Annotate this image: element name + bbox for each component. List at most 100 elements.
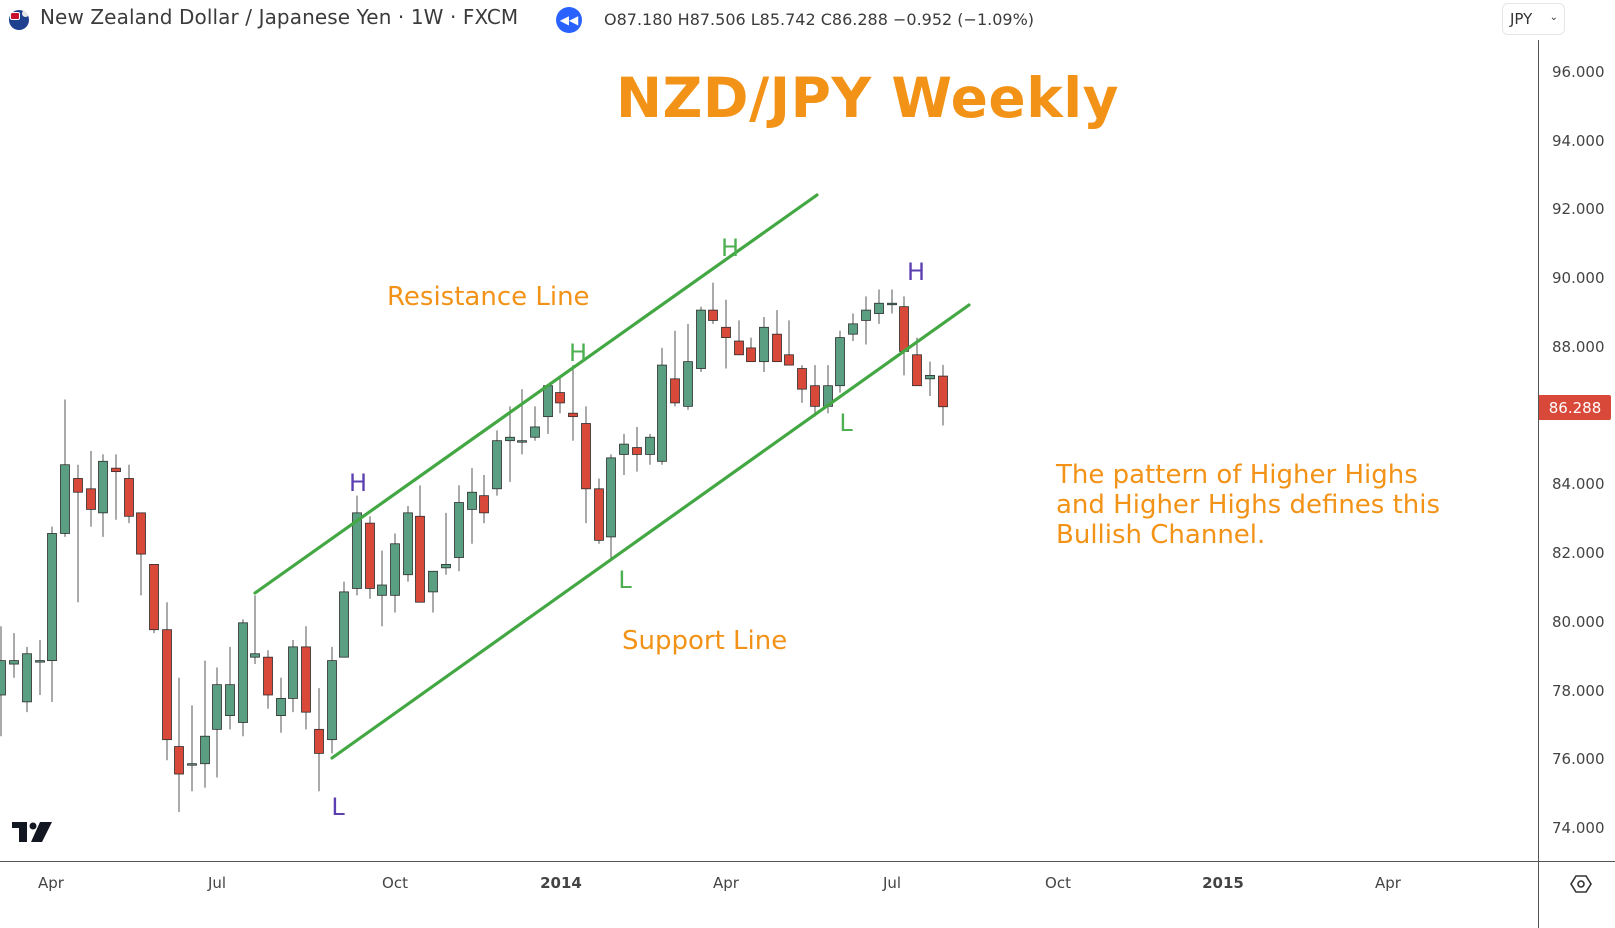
price-tick: 74.000 <box>1552 819 1605 837</box>
chart-title-annotation: NZD/JPY Weekly <box>616 66 1119 130</box>
candle <box>619 433 629 476</box>
price-tick: 94.000 <box>1552 131 1605 150</box>
candle <box>555 375 565 414</box>
price-tick: 92.000 <box>1552 200 1605 219</box>
channel-trendline[interactable] <box>253 193 819 595</box>
candle <box>352 495 362 596</box>
price-tick: 90.000 <box>1552 269 1605 288</box>
candle <box>759 316 769 372</box>
candle <box>225 646 235 730</box>
time-tick: Jul <box>207 874 227 892</box>
candle <box>696 306 706 372</box>
candle <box>73 464 83 603</box>
candle <box>568 365 578 441</box>
candle <box>925 361 935 397</box>
candle <box>784 320 794 366</box>
candle <box>403 505 413 582</box>
price-tick: 78.000 <box>1552 681 1605 700</box>
rewind-icon[interactable]: ◀◀ <box>556 7 582 33</box>
candle <box>187 705 197 792</box>
time-tick: Apr <box>713 874 739 892</box>
candle <box>670 330 680 407</box>
candle <box>835 330 845 393</box>
candle <box>22 646 32 713</box>
candle <box>606 454 616 561</box>
candle <box>174 677 184 812</box>
candle <box>124 464 134 524</box>
candle <box>365 516 375 599</box>
candle <box>0 626 6 737</box>
candle <box>683 323 693 410</box>
price-tick: 80.000 <box>1552 612 1605 631</box>
price-tick: 84.000 <box>1552 475 1605 494</box>
candle <box>276 677 286 733</box>
candle <box>9 633 19 678</box>
time-tick: 2015 <box>1202 874 1244 892</box>
candle <box>797 365 807 403</box>
swing-high-label: H <box>568 339 588 367</box>
candle <box>479 475 489 524</box>
resistance-line-label: Resistance Line <box>387 282 590 312</box>
settings-gear-icon[interactable] <box>1570 873 1592 895</box>
candle <box>327 646 337 754</box>
chart-header: New Zealand Dollar / Japanese Yen · 1W ·… <box>0 0 1540 38</box>
candle <box>415 485 425 603</box>
time-axis-divider <box>0 861 1615 862</box>
tradingview-logo[interactable] <box>12 818 58 848</box>
candle <box>734 320 744 356</box>
candlestick-chart[interactable] <box>0 0 1538 861</box>
chevron-down-icon: ⌄ <box>1549 12 1558 23</box>
candle <box>162 602 172 761</box>
candle <box>721 299 731 369</box>
currency-select[interactable]: JPY ⌄ <box>1502 3 1565 35</box>
time-tick: Apr <box>38 874 64 892</box>
candle <box>263 650 273 709</box>
candle <box>912 337 922 387</box>
candle <box>441 512 451 575</box>
swing-high-label: H <box>720 234 740 262</box>
price-tick: 96.000 <box>1552 63 1605 81</box>
last-price-badge: 86.288 <box>1539 395 1611 420</box>
time-tick: Jul <box>882 874 902 892</box>
candle <box>314 688 324 792</box>
candle <box>136 512 146 596</box>
time-tick: 2014 <box>540 874 582 892</box>
candle <box>200 660 210 788</box>
candle <box>390 533 400 613</box>
candle <box>645 433 655 465</box>
ohlc-values: O87.180 H87.506 L85.742 C86.288 −0.952 (… <box>604 10 1035 29</box>
candle <box>454 485 464 572</box>
time-tick: Oct <box>382 874 408 892</box>
candle <box>212 667 222 778</box>
candle <box>35 640 45 695</box>
candle <box>899 296 909 376</box>
candle <box>861 296 871 345</box>
candle <box>467 468 477 544</box>
candle <box>301 626 311 730</box>
price-tick: 88.000 <box>1552 337 1605 356</box>
candle <box>657 347 667 465</box>
swing-low-label: L <box>331 793 345 821</box>
candle <box>581 406 591 524</box>
price-tick: 76.000 <box>1552 750 1605 769</box>
price-tick: 82.000 <box>1552 544 1605 563</box>
candle <box>517 389 527 455</box>
candle <box>594 478 604 544</box>
candle <box>250 595 260 665</box>
time-tick: Apr <box>1375 874 1401 892</box>
channel-description: The pattern of Higher Highs and Higher H… <box>1056 460 1441 550</box>
candle <box>428 570 438 613</box>
candle <box>708 282 718 324</box>
swing-high-label: H <box>348 469 368 497</box>
candle <box>288 640 298 713</box>
candle <box>632 426 642 472</box>
channel-trendline[interactable] <box>330 303 971 760</box>
candle <box>772 310 782 363</box>
symbol-title[interactable]: New Zealand Dollar / Japanese Yen · 1W ·… <box>40 5 519 29</box>
candle <box>47 526 57 702</box>
nz-flag-icon <box>9 10 29 30</box>
swing-low-label: L <box>618 566 632 594</box>
candle <box>530 406 540 441</box>
candle <box>505 406 515 482</box>
support-line-label: Support Line <box>622 626 788 656</box>
